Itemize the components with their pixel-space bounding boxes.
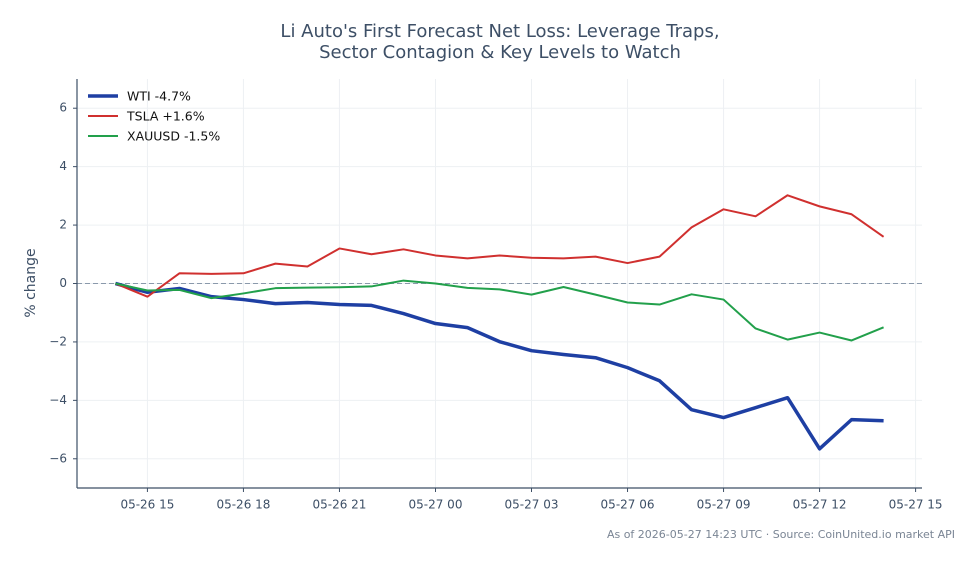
y-axis-label: % change [23,248,39,317]
y-tick-label: 4 [59,159,67,173]
series-line [114,281,884,451]
y-tick-label: 2 [59,218,67,232]
y-tick-label: 0 [59,276,67,290]
footer: As of 2026-05-27 14:23 UTC · Source: Coi… [607,528,955,541]
x-tick-label: 05-26 15 [120,498,174,512]
chart-title: Li Auto's First Forecast Net Loss: Lever… [280,21,719,42]
x-tick-label: 05-27 12 [793,498,847,512]
legend-label: XAUUSD -1.5% [127,129,220,144]
series-line [115,279,884,342]
x-tick-label: 05-27 15 [889,498,943,512]
x-tick-label: 05-26 21 [312,498,366,512]
y-tick-label: 6 [59,101,67,115]
x-tick-label: 05-27 09 [697,498,751,512]
legend-label: WTI -4.7% [127,89,191,104]
y-tick-label: −6 [49,451,67,465]
chart-subtitle: Sector Contagion & Key Levels to Watch [319,42,681,63]
y-tick-label: −4 [49,393,67,407]
x-tick-label: 05-27 06 [601,498,655,512]
series-line [115,194,885,298]
x-tick-label: 05-27 03 [505,498,559,512]
legend-label: TSLA +1.6% [126,109,205,124]
x-tick-label: 05-27 00 [409,498,463,512]
x-tick-label: 05-26 18 [216,498,270,512]
y-tick-label: −2 [49,334,67,348]
